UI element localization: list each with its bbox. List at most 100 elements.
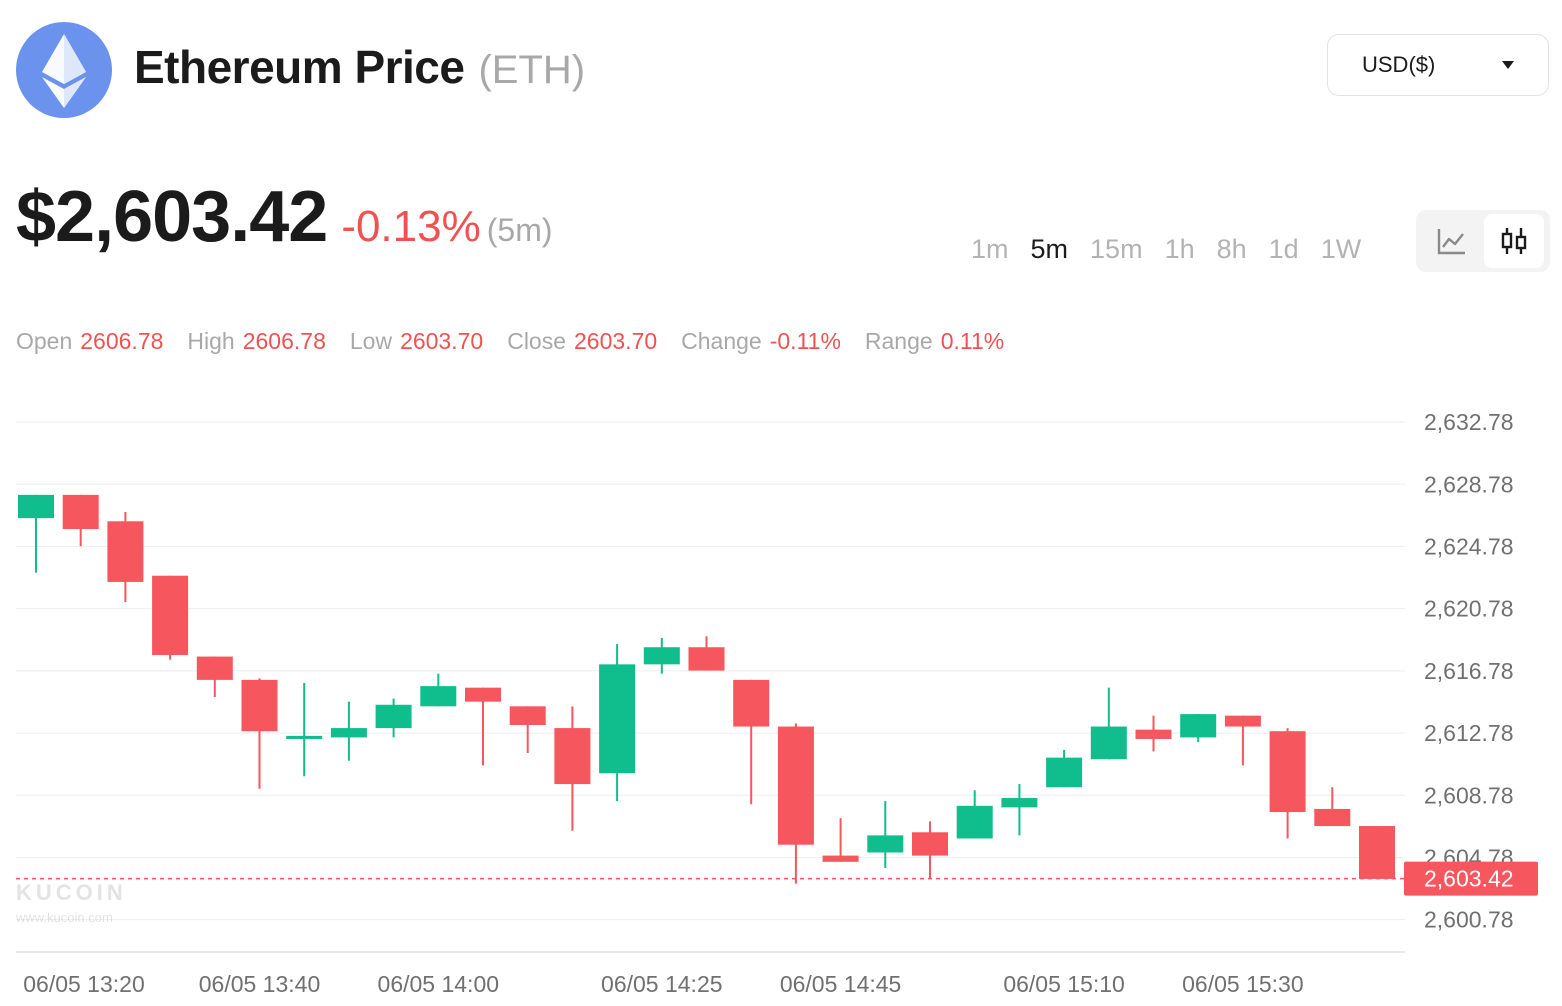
candle-body [1090,726,1127,760]
candlestick-button[interactable] [1484,214,1544,268]
candle [107,511,144,603]
x-tick-label: 06/05 14:00 [378,971,500,997]
line-chart-icon [1437,229,1465,255]
candle [688,636,725,671]
candle [465,687,501,766]
x-tick-label: 06/05 14:25 [601,971,723,997]
candle-body [554,728,591,785]
change-period: (5m) [486,212,553,248]
candle [867,801,904,869]
ohlc-change-label: Change [681,328,762,354]
x-tick-label: 06/05 13:20 [23,971,145,997]
candle-body [1224,715,1261,727]
ohlc-high-value: 2606.78 [242,328,326,354]
y-tick-label: 2,600.78 [1424,907,1514,933]
candle-body [1135,729,1172,739]
interval-tabs: 1m 5m 15m 1h 8h 1d 1W [960,234,1372,265]
candle-body [956,805,993,839]
ohlc-close: Close 2603.70 [507,328,657,355]
ohlc-range-value: 0.11% [940,328,1005,354]
candle-body [196,656,233,680]
candle-body [912,832,948,856]
candle-body [1180,714,1217,738]
candle [509,706,546,753]
candlestick-chart[interactable]: 2,632.78 2,628.78 2,624.78 2,620.78 2,616.78… [0,400,1562,1006]
interval-1d[interactable]: 1d [1268,234,1299,264]
watermark-brand: KUCOIN [16,880,127,905]
candle [330,701,367,761]
y-tick-label: 2,616.78 [1424,658,1514,684]
candle [241,678,278,789]
candle-body [822,855,859,862]
interval-8h[interactable]: 8h [1216,234,1247,264]
last-price-badge [1404,861,1538,896]
line-chart-button[interactable] [1422,214,1482,268]
ethereum-logo-icon [16,22,112,118]
interval-1w[interactable]: 1W [1320,234,1362,264]
ohlc-range-label: Range [864,328,933,354]
ohlc-open: Open 2606.78 [16,328,163,355]
x-tick-label: 06/05 13:40 [199,971,321,997]
candle [912,821,948,879]
candle-body [375,704,412,729]
x-tick-label: 06/05 15:10 [1003,971,1125,997]
interval-1h[interactable]: 1h [1164,234,1195,264]
candle-body [62,494,99,530]
candle [1224,715,1261,766]
candle [1359,826,1395,879]
candle [733,679,770,805]
candle [62,494,99,547]
interval-5m[interactable]: 5m [1030,234,1069,264]
candle-body [509,706,546,725]
candle-body [643,647,680,665]
interval-15m[interactable]: 15m [1090,234,1143,264]
y-tick-label: 2,628.78 [1424,471,1514,497]
ohlc-close-value: 2603.70 [574,328,658,354]
currency-select[interactable]: USD($) [1327,34,1549,96]
last-price-label: 2,603.42 [1424,866,1514,892]
candle [1046,749,1083,788]
kucoin-watermark: KUCOIN www.kucoin.com [16,880,127,925]
ohlc-stats: Open 2606.78 High 2606.78 Low 2603.70 Close… [16,328,1028,355]
candle-body [1269,731,1306,813]
ohlc-close-label: Close [507,328,567,354]
candle [196,656,233,697]
ohlc-high: High 2606.78 [187,328,325,355]
ohlc-low: Low 2603.70 [350,328,483,355]
candle-body [1314,808,1351,827]
candle [643,637,680,674]
y-tick-label: 2,620.78 [1424,596,1514,622]
current-price: $2,603.42 [16,177,328,257]
candle-body [733,679,770,727]
candle-body [241,679,278,732]
y-tick-label: 2,624.78 [1424,533,1514,559]
x-tick-label: 06/05 14:45 [780,971,902,997]
page-header: Ethereum Price (ETH) [134,40,585,94]
candle [1314,787,1351,827]
candle-body [1359,826,1395,879]
candle-body [330,728,367,738]
y-tick-label: 2,608.78 [1424,782,1514,808]
page-title: Ethereum Price [134,41,465,93]
ohlc-change: Change -0.11% [681,328,841,355]
candle [956,790,993,839]
candle-body [465,687,501,702]
candle [1180,714,1217,743]
candle-body [152,575,189,656]
ohlc-low-label: Low [349,328,393,354]
ohlc-low-value: 2603.70 [400,328,484,354]
ohlc-open-label: Open [16,328,73,354]
price-summary: $2,603.42 -0.13% (5m) [16,176,553,258]
candle [554,706,591,831]
candle [1001,784,1038,836]
candle-body [18,494,54,519]
candle [420,673,457,707]
price-change-percent: -0.13% [341,202,481,251]
y-tick-label: 2,612.78 [1424,720,1514,746]
candle [1135,715,1172,752]
interval-1m[interactable]: 1m [971,234,1009,264]
ohlc-change-value: -0.11% [769,328,841,354]
watermark-url: www.kucoin.com [16,910,113,925]
candle-body [688,647,725,671]
candle [18,494,54,573]
